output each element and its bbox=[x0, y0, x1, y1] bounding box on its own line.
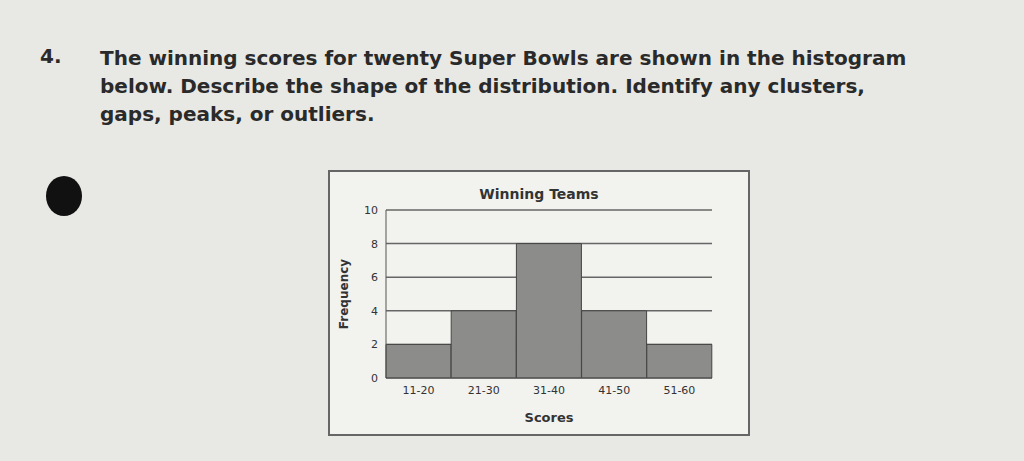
html-text:The winning scores for twenty: The winning scores for twenty Super Bowl… bbox=[100, 46, 907, 126]
svg-text:4: 4 bbox=[371, 305, 378, 318]
svg-text:8: 8 bbox=[371, 238, 378, 251]
svg-text:31-40: 31-40 bbox=[533, 384, 565, 397]
html-text:Winning Teams: Winning Teams bbox=[479, 186, 599, 202]
svg-text:51-60: 51-60 bbox=[663, 384, 695, 397]
html-text:4.: 4. bbox=[40, 44, 62, 68]
svg-text:41-50: 41-50 bbox=[598, 384, 630, 397]
svg-text:Scores: Scores bbox=[525, 410, 574, 425]
svg-text:11-20: 11-20 bbox=[403, 384, 435, 397]
svg-text:21-30: 21-30 bbox=[468, 384, 500, 397]
svg-text:2: 2 bbox=[371, 338, 378, 351]
svg-text:0: 0 bbox=[371, 372, 378, 385]
svg-text:Frequency: Frequency bbox=[337, 259, 351, 329]
svg-text:10: 10 bbox=[364, 204, 378, 217]
svg-text:6: 6 bbox=[371, 271, 378, 284]
